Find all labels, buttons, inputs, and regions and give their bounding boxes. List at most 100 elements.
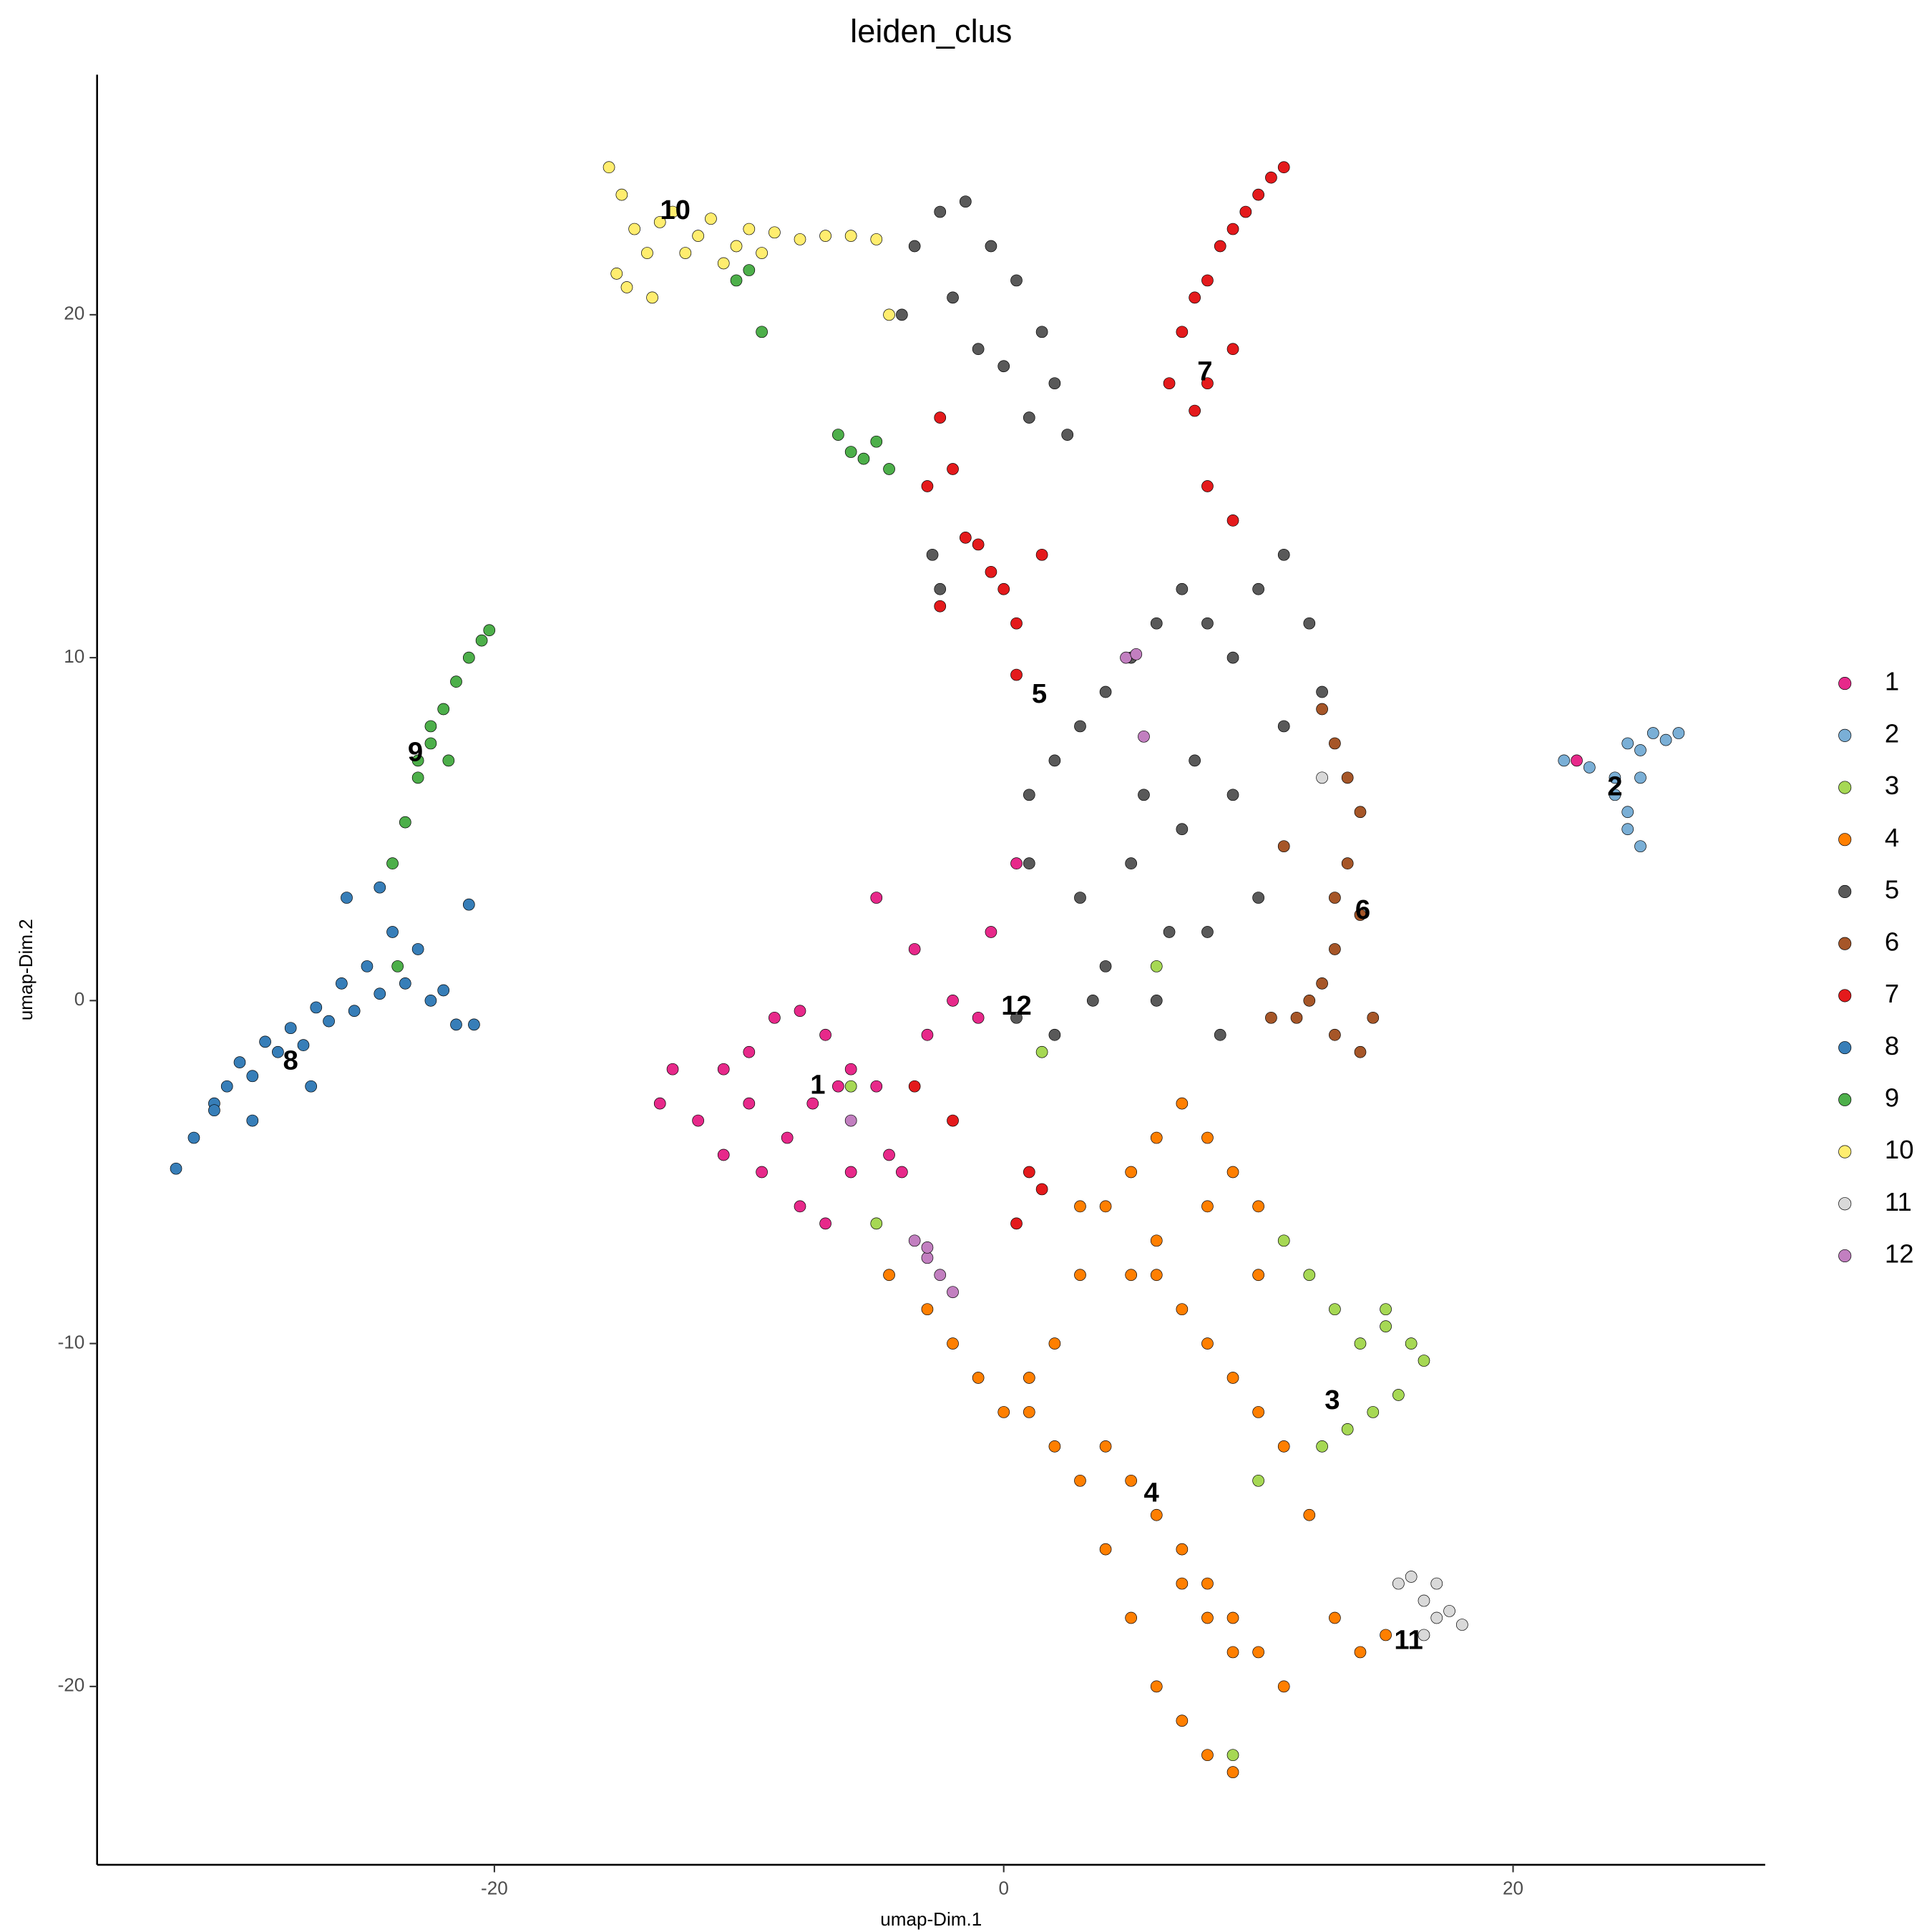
point — [187, 1131, 200, 1144]
point — [717, 1063, 730, 1075]
point — [1354, 909, 1367, 921]
point — [468, 1018, 480, 1031]
point — [1430, 1611, 1443, 1624]
point — [1010, 617, 1023, 630]
point — [341, 892, 353, 904]
legend-marker — [1838, 1041, 1852, 1055]
point — [1201, 274, 1214, 287]
point — [1086, 995, 1099, 1007]
point — [1418, 1594, 1430, 1607]
point — [666, 205, 679, 218]
point — [1354, 806, 1367, 819]
cluster-label: 8 — [283, 1045, 298, 1076]
point — [1392, 1577, 1405, 1590]
point — [1418, 1629, 1430, 1641]
point — [985, 926, 997, 938]
point — [1316, 686, 1328, 698]
point — [794, 1005, 806, 1018]
point — [348, 1005, 361, 1018]
point — [959, 532, 972, 544]
point — [1214, 1028, 1226, 1041]
point — [1367, 1011, 1380, 1024]
point — [1380, 1629, 1392, 1641]
point — [374, 881, 386, 894]
point — [386, 857, 399, 870]
point — [1163, 377, 1176, 390]
legend-label: 2 — [1885, 718, 1899, 748]
point — [1392, 1389, 1405, 1401]
point — [391, 960, 404, 972]
point — [284, 1022, 297, 1035]
point — [1150, 1234, 1163, 1247]
y-tick-label: 20 — [64, 303, 84, 324]
point — [844, 446, 857, 458]
point — [1277, 840, 1290, 853]
point — [653, 1097, 666, 1110]
point — [934, 1269, 947, 1282]
point — [1329, 737, 1341, 750]
point — [819, 1217, 831, 1230]
point — [1634, 744, 1646, 756]
point — [1176, 1303, 1189, 1316]
point — [844, 1166, 857, 1179]
point — [819, 230, 831, 242]
legend-marker — [1838, 728, 1852, 742]
point — [1277, 1440, 1290, 1453]
point — [1035, 326, 1048, 338]
point — [934, 411, 947, 424]
point — [1176, 326, 1189, 338]
point — [985, 565, 997, 578]
point — [1252, 1646, 1264, 1659]
point — [743, 1045, 756, 1058]
point — [1456, 1619, 1468, 1631]
point — [870, 233, 883, 245]
point — [1010, 1011, 1023, 1024]
point — [1354, 1045, 1367, 1058]
point — [972, 538, 985, 551]
point — [1316, 977, 1328, 990]
point — [896, 1166, 908, 1179]
cluster-label: 10 — [660, 195, 691, 225]
cluster-label: 9 — [408, 736, 423, 767]
point — [442, 754, 455, 767]
point — [921, 480, 934, 492]
point — [1329, 1611, 1341, 1624]
point — [832, 1080, 844, 1093]
point — [844, 1080, 857, 1093]
point — [1609, 771, 1621, 784]
cluster-label: 12 — [1001, 990, 1032, 1021]
legend-label: 9 — [1885, 1083, 1899, 1112]
point — [883, 1269, 895, 1282]
point — [743, 1097, 756, 1110]
point — [1010, 668, 1023, 681]
cluster-label: 4 — [1143, 1478, 1159, 1508]
point — [756, 1166, 768, 1179]
point — [883, 1148, 895, 1161]
point — [1023, 1406, 1035, 1418]
point — [602, 161, 615, 174]
point — [1316, 771, 1328, 784]
point — [1634, 840, 1646, 853]
y-tick-label: -10 — [58, 1331, 85, 1352]
point — [781, 1131, 794, 1144]
point — [1316, 703, 1328, 716]
legend-marker — [1838, 677, 1852, 691]
point — [844, 230, 857, 242]
point — [692, 230, 704, 242]
point — [1265, 1011, 1277, 1024]
y-tick-label: -20 — [58, 1674, 85, 1696]
point — [1405, 1337, 1418, 1350]
point — [220, 1080, 233, 1093]
point — [323, 1015, 335, 1028]
point — [483, 624, 496, 637]
point — [934, 582, 947, 595]
point — [1226, 343, 1239, 356]
point — [1252, 188, 1264, 201]
point — [1176, 582, 1189, 595]
point — [1138, 789, 1150, 801]
point — [870, 1217, 883, 1230]
point — [1226, 1749, 1239, 1762]
point — [1214, 240, 1226, 253]
point — [921, 1028, 934, 1041]
